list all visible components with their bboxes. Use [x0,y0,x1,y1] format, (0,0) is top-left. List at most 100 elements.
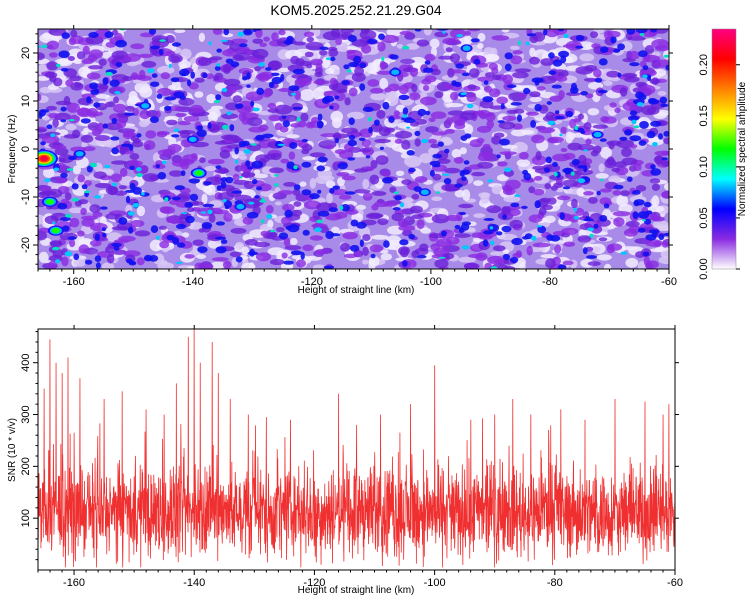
spectrogram-blob [139,69,146,79]
spectrogram-blob [50,133,56,137]
spectrogram-gap [406,43,420,50]
spectrogram-blob [105,213,120,220]
spectrogram-gap [663,49,669,60]
spectrogram-blob [642,251,650,257]
spectrogram-blob [38,52,45,61]
spectrogram-blob [652,142,658,147]
spectrogram-blob [296,116,301,122]
spectrogram-gap [590,246,601,253]
spectrogram-blob [558,90,565,100]
spectrogram-blob [635,185,647,192]
spectrogram-blob [612,211,631,217]
spectrogram-blob [190,153,198,160]
spectrogram-blob [230,61,240,68]
spectrogram-gap [277,67,291,73]
spectrogram-blob [607,243,623,251]
spectrogram-blob [471,171,486,177]
spectrogram-blob [288,85,300,92]
spectrogram-blob [348,134,356,141]
spectrogram-blob [370,123,383,133]
spectrogram-blob [205,73,215,80]
spectrogram-blob [406,126,411,129]
spectrogram-blob [120,143,133,147]
spectrogram-blob [531,235,537,241]
spectrogram-blob [523,87,531,95]
spectrogram-gap [206,108,221,119]
spectrogram-blob [514,194,521,197]
spectrogram-blob [201,222,213,229]
spectrogram-blob [274,104,293,115]
spectrogram-blob [304,51,314,58]
spectrogram-blob [336,172,350,177]
spectrogram-gap [239,155,247,160]
snr-frame [37,328,676,571]
spectrogram-blob [416,254,427,259]
spectrogram-gap [598,163,605,173]
spectrogram-blob [562,44,579,48]
spectrogram-blob [300,112,309,122]
spectrogram-blob [219,149,231,159]
spectrogram-blob [57,202,68,210]
spectrogram-blob [60,198,69,205]
spectrogram-blob [562,179,579,187]
spectrogram-gap [285,49,303,60]
spectrogram-gap [459,147,467,155]
spectrogram-blob [496,96,509,105]
spectrogram-blob [484,262,492,269]
spectrogram-blob [487,224,500,232]
spectrogram-gap [38,214,45,225]
spectrogram-blob [220,181,227,189]
spectrogram-blob [309,193,320,200]
spectrogram-blob [222,124,229,130]
spectrogram-blob [632,190,641,195]
spectrogram-blob [587,196,598,204]
spectrogram-blob [282,203,295,212]
spectrogram-gap [490,251,505,256]
spectrogram-blob [540,58,554,66]
spectrogram-blob [241,117,250,125]
spectrogram-blob [267,102,277,109]
spectrogram-blob [381,34,399,44]
spectrogram-blob [69,239,76,248]
spectrogram-blob [190,71,195,79]
spectrogram-blob [84,190,91,194]
spectrogram-blob [411,83,418,93]
spectrogram-blob [473,58,481,65]
spectrogram-gap [101,262,115,269]
spectrogram-gap [477,42,484,49]
x-tick-label: -80 [542,276,558,288]
spectrogram-blob [271,72,280,77]
spectrogram-blob [302,229,310,236]
spectrogram-blob [598,58,608,66]
spectrogram-blob [550,185,559,191]
spectrogram-blob [659,96,668,104]
spectrogram-blob [69,35,84,45]
spectrogram-blob [77,230,85,237]
spectrogram-blob [599,138,607,142]
spectrogram-blob [329,105,334,110]
spectrogram-gap [502,249,509,255]
spectrogram-blob [632,211,639,220]
spectrogram-gap [196,254,207,259]
spectrogram-blob [558,50,570,58]
spectrogram-blob [482,239,489,247]
spectrogram-blob [616,139,634,149]
spectrogram-blob [94,88,99,93]
spectrogram-blob [489,226,494,230]
spectrogram-blob [475,252,488,261]
spectrogram-blob [129,153,140,160]
spectrogram-blob [620,251,628,255]
spectrogram-blob [505,179,521,190]
spectrogram-blob [483,80,489,85]
spectrogram-blob [463,160,470,165]
spectrogram-blob [594,77,603,83]
spectrogram-blob [499,138,510,146]
spectrogram-blob [343,64,350,70]
spectrogram-blob [438,55,454,60]
spectrogram-blob [369,174,380,185]
colorbar: 0.00 0.05 0.10 0.15 0.20 Normalized spectral… [698,28,748,280]
spectrogram-blob [520,178,536,183]
spectrogram-blob [317,189,322,194]
spectrogram-blob [590,150,599,157]
spectrogram-gap [205,131,223,136]
